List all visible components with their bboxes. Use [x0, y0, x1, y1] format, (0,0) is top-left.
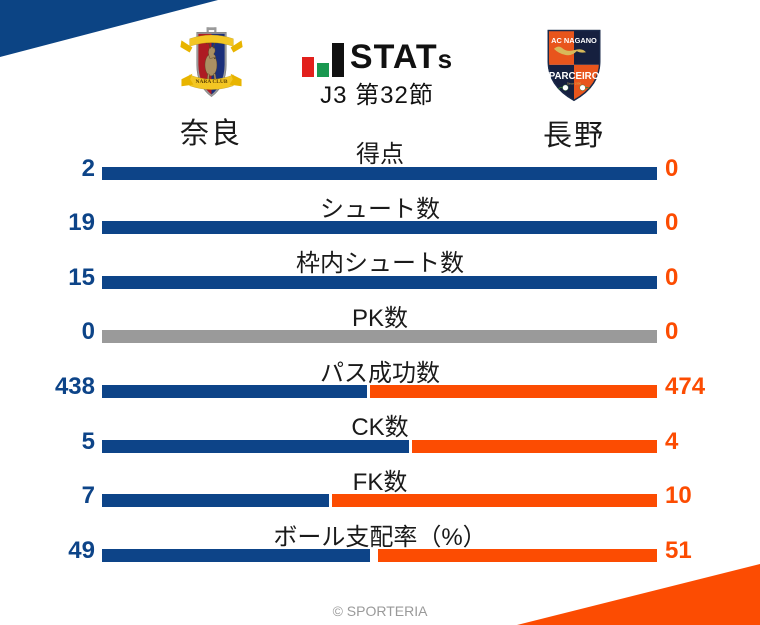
svg-text:PARCEIRO: PARCEIRO: [549, 71, 600, 82]
svg-text:Since 1990: Since 1990: [567, 81, 582, 85]
svg-text:AC NAGANO: AC NAGANO: [551, 36, 597, 45]
svg-text:NARA CLUB: NARA CLUB: [195, 79, 227, 85]
